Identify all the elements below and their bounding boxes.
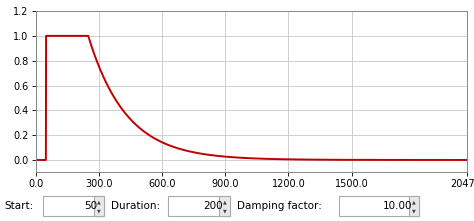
Text: ▲: ▲ (97, 199, 101, 204)
FancyBboxPatch shape (409, 196, 419, 216)
FancyBboxPatch shape (219, 196, 230, 216)
Text: 50: 50 (84, 201, 97, 211)
FancyBboxPatch shape (339, 196, 419, 216)
FancyBboxPatch shape (43, 196, 104, 216)
FancyBboxPatch shape (168, 196, 230, 216)
Text: ▼: ▼ (223, 208, 227, 213)
Text: Damping factor:: Damping factor: (237, 200, 322, 211)
Text: ▼: ▼ (412, 208, 416, 213)
Text: 10.00: 10.00 (383, 201, 412, 211)
Text: ▲: ▲ (223, 199, 227, 204)
Text: 200: 200 (203, 201, 223, 211)
Text: ▲: ▲ (412, 199, 416, 204)
Text: Start:: Start: (5, 200, 34, 211)
Text: Duration:: Duration: (111, 200, 161, 211)
Text: ▼: ▼ (97, 208, 101, 213)
FancyBboxPatch shape (94, 196, 104, 216)
